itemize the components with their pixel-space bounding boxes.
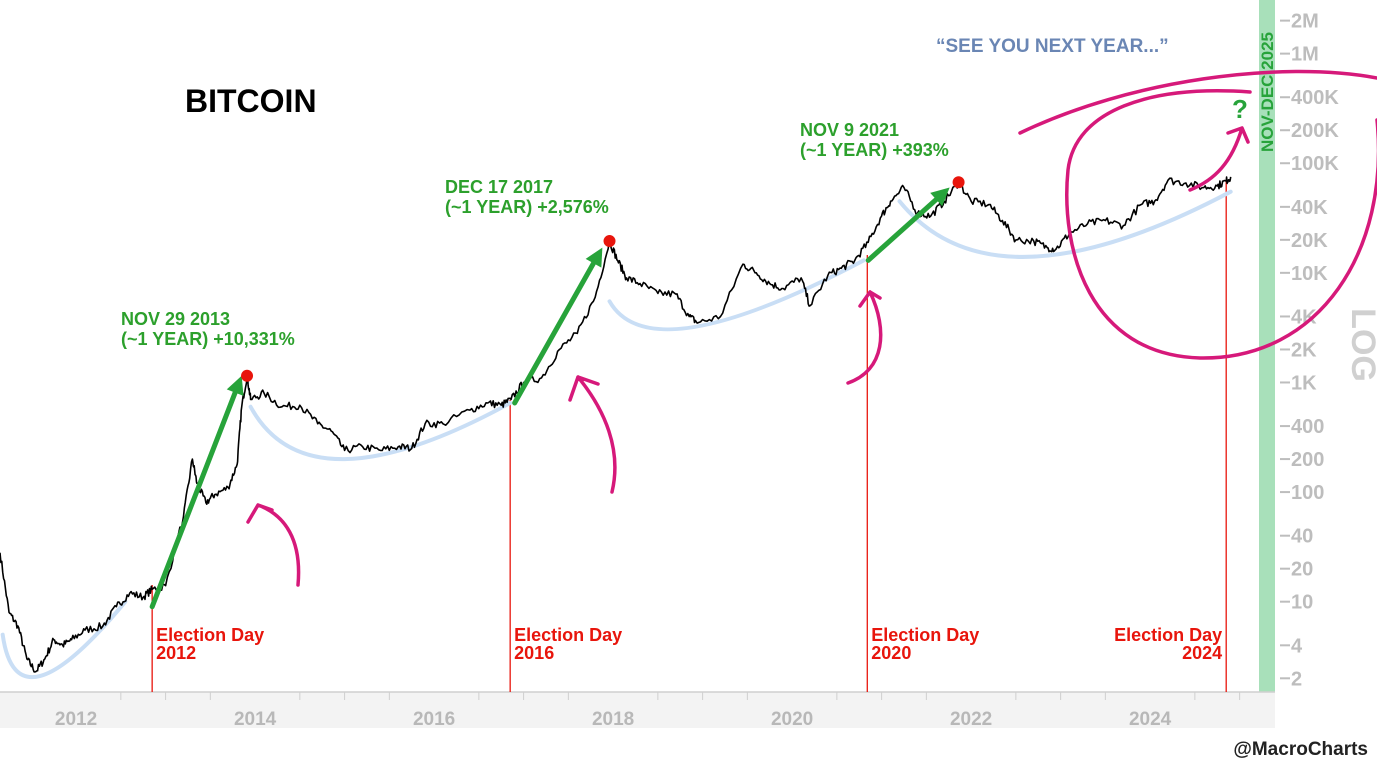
x-tick-label-1: 2014 (234, 709, 277, 730)
y-tick-label-6: 20K (1291, 230, 1328, 252)
election-label-2-line2: 2020 (871, 643, 911, 663)
price-line (0, 176, 1232, 673)
trend-arrow-0-head (226, 375, 244, 396)
y-tick-label-18: 2 (1291, 668, 1302, 690)
y-tick-label-4: 100K (1291, 153, 1339, 175)
trend-arrow-1-shaft (512, 260, 597, 406)
quote-text: “SEE YOU NEXT YEAR...” (936, 36, 1169, 57)
trend-arrow-2-head (930, 187, 950, 207)
hand-circle (1018, 69, 1377, 360)
peak-label-1-line1: DEC 17 2017 (445, 177, 553, 197)
hand-arrow-2 (846, 290, 883, 385)
peak-label-2-line2: (~1 YEAR) +393% (800, 140, 949, 160)
trend-arrow-2-shaft (865, 197, 939, 263)
peak-label-2-line1: NOV 9 2021 (800, 120, 899, 140)
y-tick-label-14: 40 (1291, 526, 1313, 548)
hand-drawn-marks (246, 69, 1377, 587)
x-tick-label-4: 2020 (771, 709, 813, 730)
cycle-arc-1 (248, 400, 513, 462)
peak-dot-1 (603, 235, 616, 248)
x-tick-label-3: 2018 (592, 709, 634, 730)
election-label-0-line1: Election Day (156, 625, 264, 645)
y-tick-label-2: 400K (1291, 87, 1339, 109)
y-tick-label-16: 10 (1291, 592, 1313, 614)
y-tick-label-11: 400 (1291, 416, 1324, 438)
question-mark: ? (1232, 94, 1248, 124)
election-label-3-line1: Election Day (1114, 625, 1222, 645)
hand-arrow-1 (568, 375, 617, 494)
cycle-arc-2 (607, 258, 866, 332)
election-label-1-line1: Election Day (514, 625, 622, 645)
hand-arrow-0 (246, 503, 301, 587)
trend-arrow-1-head (585, 247, 603, 268)
election-label-1-line2: 2016 (514, 643, 554, 663)
peak-dot-0 (241, 369, 254, 382)
credit-text: @MacroCharts (1233, 739, 1368, 760)
y-tick-label-15: 20 (1291, 559, 1313, 581)
y-axis-labels: 2M 1M 400K 200K 100K 40K 20K 10K 4K 2K 1K 400 200 100… (1280, 11, 1339, 690)
y-tick-label-8: 4K (1291, 306, 1317, 328)
cycle-arcs (0, 189, 1233, 679)
y-tick-label-12: 200 (1291, 449, 1324, 471)
x-tick-label-5: 2022 (950, 709, 992, 730)
trend-arrow-0-shaft (149, 390, 238, 610)
x-tick-label-0: 2012 (55, 709, 97, 730)
y-tick-label-0: 2M (1291, 11, 1319, 33)
peak-markers: NOV 29 2013(~1 YEAR) +10,331% DEC 17 2017… (121, 120, 965, 382)
x-axis: 2012 2014 2016 2018 2020 2022 2024 (0, 691, 1275, 730)
trend-arrows (149, 187, 950, 610)
hand-arrow-3 (1188, 126, 1250, 192)
cycle-arc-0 (0, 599, 128, 679)
y-tick-label-7: 10K (1291, 263, 1328, 285)
x-tick-label-6: 2024 (1129, 709, 1172, 730)
log-scale-label: LOG (1344, 308, 1377, 382)
forecast-band-label: NOV-DEC 2025 (1258, 32, 1277, 152)
election-label-0-line2: 2012 (156, 643, 196, 663)
y-tick-label-1: 1M (1291, 44, 1319, 66)
y-tick-label-10: 1K (1291, 372, 1317, 394)
y-tick-label-17: 4 (1291, 635, 1303, 657)
peak-label-0-line2: (~1 YEAR) +10,331% (121, 329, 295, 349)
y-tick-label-13: 100 (1291, 482, 1324, 504)
peak-dot-2 (952, 176, 965, 189)
y-tick-label-3: 200K (1291, 120, 1339, 142)
cycle-arc-3 (897, 189, 1233, 259)
chart-title: BITCOIN (185, 83, 317, 119)
peak-label-0-line1: NOV 29 2013 (121, 309, 230, 329)
x-tick-label-2: 2016 (413, 709, 455, 730)
election-label-3-line2: 2024 (1182, 643, 1222, 663)
y-tick-label-5: 40K (1291, 197, 1328, 219)
peak-label-1-line2: (~1 YEAR) +2,576% (445, 197, 609, 217)
y-tick-label-9: 2K (1291, 339, 1317, 361)
x-axis-strip (0, 692, 1275, 728)
election-label-2-line1: Election Day (871, 625, 979, 645)
